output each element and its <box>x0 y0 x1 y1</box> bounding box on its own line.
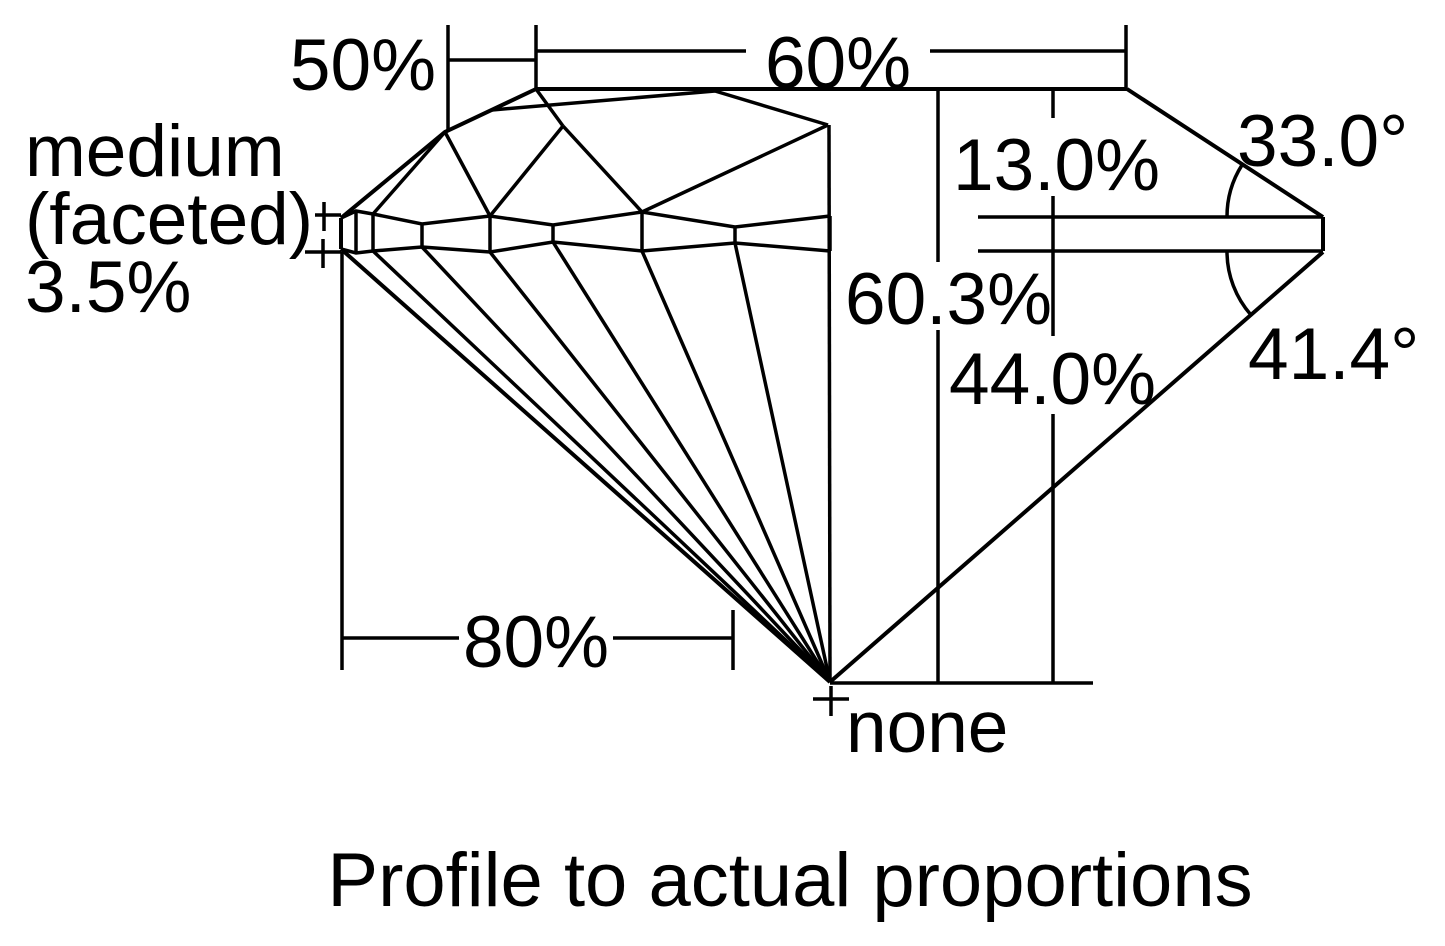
crown-angle-arc <box>1225 164 1244 218</box>
pavilion-angle-label: 41.4° <box>1248 314 1419 395</box>
diamond-outline <box>339 87 1325 684</box>
girdle-plane-lines <box>978 215 1323 253</box>
girdle-thickness-label-line1: medium <box>25 111 285 192</box>
diagram-caption: Profile to actual proportions <box>327 838 1252 923</box>
crown-height-label: 13.0% <box>953 125 1160 206</box>
girdle-thickness-label-line2: (faceted) <box>25 179 313 260</box>
pavilion-facet-lines <box>371 241 832 684</box>
table-width-dimension <box>536 25 1128 89</box>
pavilion-angle-arc <box>1225 251 1253 317</box>
lower-girdle-label: 80% <box>463 602 609 683</box>
crown-angle-label: 33.0° <box>1237 101 1408 182</box>
culet-cross-mark <box>813 686 849 716</box>
center-axis-line <box>827 124 832 683</box>
girdle-thickness-marks <box>305 202 341 268</box>
crown-facet-lines <box>371 87 829 218</box>
star-length-dimension <box>446 25 538 131</box>
star-length-label: 50% <box>290 25 436 106</box>
culet-size-label: none <box>846 687 1008 768</box>
girdle-facets <box>340 209 832 255</box>
pavilion-depth-label: 44.0% <box>949 339 1156 420</box>
table-width-label: 60% <box>765 23 911 104</box>
lower-girdle-dimension <box>340 252 735 670</box>
girdle-thickness-label-line3: 3.5% <box>25 247 191 328</box>
total-depth-label: 60.3% <box>845 259 1052 340</box>
